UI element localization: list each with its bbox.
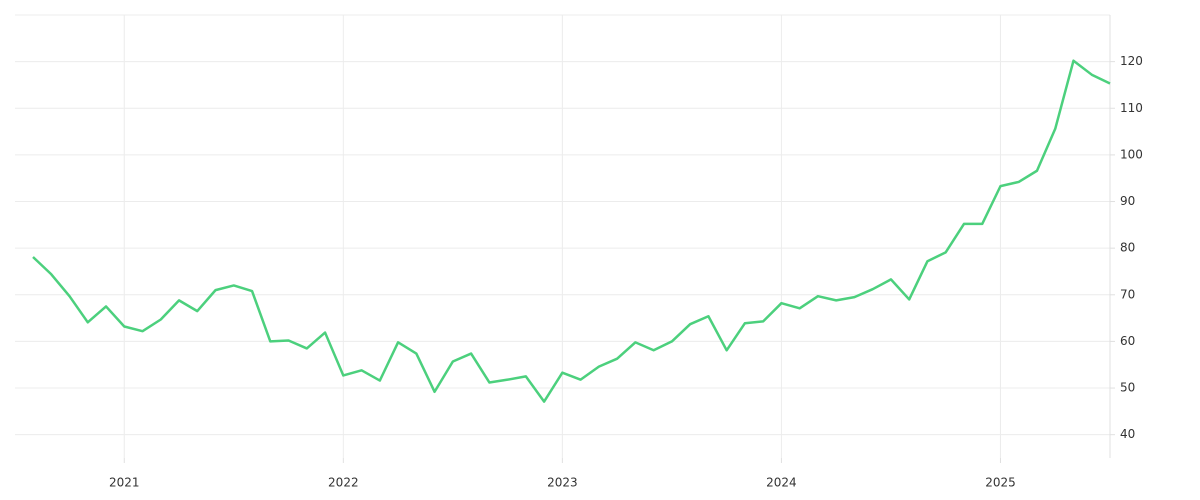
x-tick-label: 2025 [985, 476, 1016, 490]
x-tick-label: 2022 [328, 476, 359, 490]
y-tick-label: 50 [1120, 381, 1135, 395]
y-tick-label: 100 [1120, 147, 1143, 161]
y-tick-label: 120 [1120, 54, 1143, 68]
x-tick-label: 2024 [766, 476, 797, 490]
y-tick-label: 110 [1120, 101, 1143, 115]
line-series [32, 59, 1111, 403]
y-tick-label: 90 [1120, 194, 1135, 208]
x-tick-label: 2023 [547, 476, 578, 490]
y-tick-label: 60 [1120, 334, 1135, 348]
y-tick-label: 40 [1120, 427, 1135, 441]
x-tick-label: 2021 [109, 476, 140, 490]
y-tick-label: 80 [1120, 241, 1135, 255]
y-tick-label: 70 [1120, 287, 1135, 301]
